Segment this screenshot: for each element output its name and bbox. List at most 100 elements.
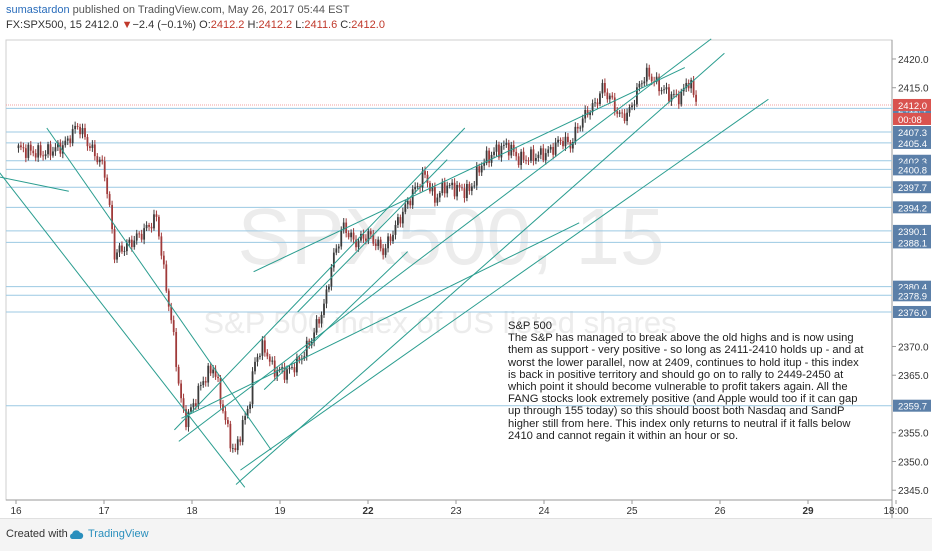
author-link[interactable]: sumastardon [6,4,70,16]
candle-body [89,146,91,149]
candle-body [148,224,150,227]
candle-body [695,94,697,102]
candle-body [594,102,596,104]
candle-body [29,144,32,151]
candle-body [581,118,584,128]
candle-body [217,376,219,379]
candle-body [544,153,547,161]
candle-body [133,240,136,248]
candle-body [429,182,431,192]
price-chart[interactable]: SPX500, 15 S&P 500 index of US listed sh… [0,36,932,518]
footer-bar: Created with TradingView [0,518,932,551]
candle-body [175,332,178,367]
candle-body [537,154,540,159]
candle-body [81,128,84,135]
trendline-5 [235,52,725,485]
candle-body [466,183,468,199]
candle-body [574,126,577,143]
candle-body [76,125,79,127]
time-tick-label: 17 [98,506,110,517]
candle-body [404,204,407,212]
level-tag-2: 2405.4 [898,139,927,150]
candle-body [224,411,227,421]
countdown-tag: 00:08 [898,115,922,126]
candle-body [108,194,111,205]
analysis-note[interactable]: S&P 500 The S&P has managed to break abo… [508,320,868,442]
candle-body [596,102,599,105]
trendline-8 [253,67,686,273]
candle-body [677,94,680,105]
down-arrow-icon: ▼ [121,19,133,31]
candle-body [111,204,113,230]
trendline-1 [0,172,246,488]
level-tag-5-bg [893,181,931,194]
candle-body [525,159,527,161]
candle-body [320,314,323,324]
candle-body [655,76,658,83]
close-label: C: [340,19,352,31]
price-tick-label: 2420.0 [898,55,929,66]
candle-body [638,83,641,88]
price-tick-label: 2355.0 [898,429,929,440]
candle-body [204,381,207,383]
candle-body [564,136,567,147]
candle-body [559,139,562,142]
level-tag-12-bg [893,399,931,412]
candle-body [266,352,269,357]
candle-body [27,144,30,158]
candle-body [448,185,451,186]
candle-body [633,104,636,106]
trendlines[interactable] [0,38,769,488]
candle-body [495,144,498,152]
candle-body [276,370,279,377]
candle-body [66,138,69,141]
candle-body [283,367,286,380]
symbol-label[interactable]: FX:SPX500, 15 [6,19,82,31]
countdown-tag-bg [893,112,931,125]
trendline-10 [263,251,408,390]
time-tick-label: 25 [626,506,638,517]
trendline-0 [46,127,272,451]
candle-body [589,112,592,116]
time-tick-label: 29 [802,506,814,517]
candle-body [116,252,118,260]
candle-body [626,112,628,121]
candle-body [167,290,170,307]
candle-body [24,148,27,158]
candle-body [125,242,128,252]
last-price-tag: 2412.0 [898,101,927,112]
tradingview-brand-link[interactable]: TradingView [88,528,149,540]
close-value: 2412.0 [351,19,385,31]
candle-body [150,226,153,229]
candle-body [665,87,668,90]
time-tick-label: 18 [186,506,198,517]
candle-body [392,234,394,242]
candle-body [382,248,385,255]
candle-body [692,80,695,95]
candle-body [281,367,284,369]
level-tag-7-bg [893,224,931,237]
candle-body [623,113,626,121]
candle-body [567,136,569,143]
candle-body [79,126,81,135]
candle-body [643,81,646,84]
open-value: 2412.2 [210,19,245,31]
candle-body [261,340,264,356]
candle-body [86,137,89,147]
candle-body [416,186,419,187]
candle-body [323,303,325,315]
low-value: 2411.6 [304,19,338,31]
candle-body [313,332,316,342]
candle-body [451,182,454,186]
candle-body [246,408,249,417]
note-body: The S&P has managed to break above the o… [508,332,864,442]
tradingview-cloud-icon [70,530,84,539]
candle-body [328,286,330,290]
candle-body [335,248,338,253]
candle-body [672,93,675,95]
candle-body [680,91,683,105]
candle-body [160,236,163,256]
candle-body [401,211,404,224]
candle-body [337,246,340,249]
candle-body [143,228,146,240]
